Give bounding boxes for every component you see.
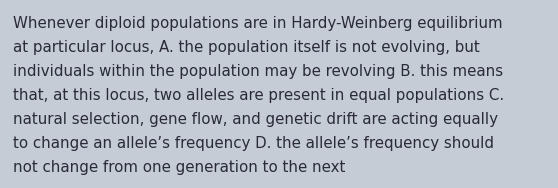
Text: at particular locus, A. the population itself is not evolving, but: at particular locus, A. the population i…	[13, 40, 480, 55]
Text: to change an allele’s frequency D. the allele’s frequency should: to change an allele’s frequency D. the a…	[13, 136, 494, 151]
Text: natural selection, gene flow, and genetic drift are acting equally: natural selection, gene flow, and geneti…	[13, 112, 498, 127]
Text: not change from one generation to the next: not change from one generation to the ne…	[13, 160, 345, 175]
Text: that, at this locus, two alleles are present in equal populations C.: that, at this locus, two alleles are pre…	[13, 88, 504, 103]
Text: Whenever diploid populations are in Hardy-Weinberg equilibrium: Whenever diploid populations are in Hard…	[13, 16, 503, 31]
Text: individuals within the population may be revolving B. this means: individuals within the population may be…	[13, 64, 503, 79]
